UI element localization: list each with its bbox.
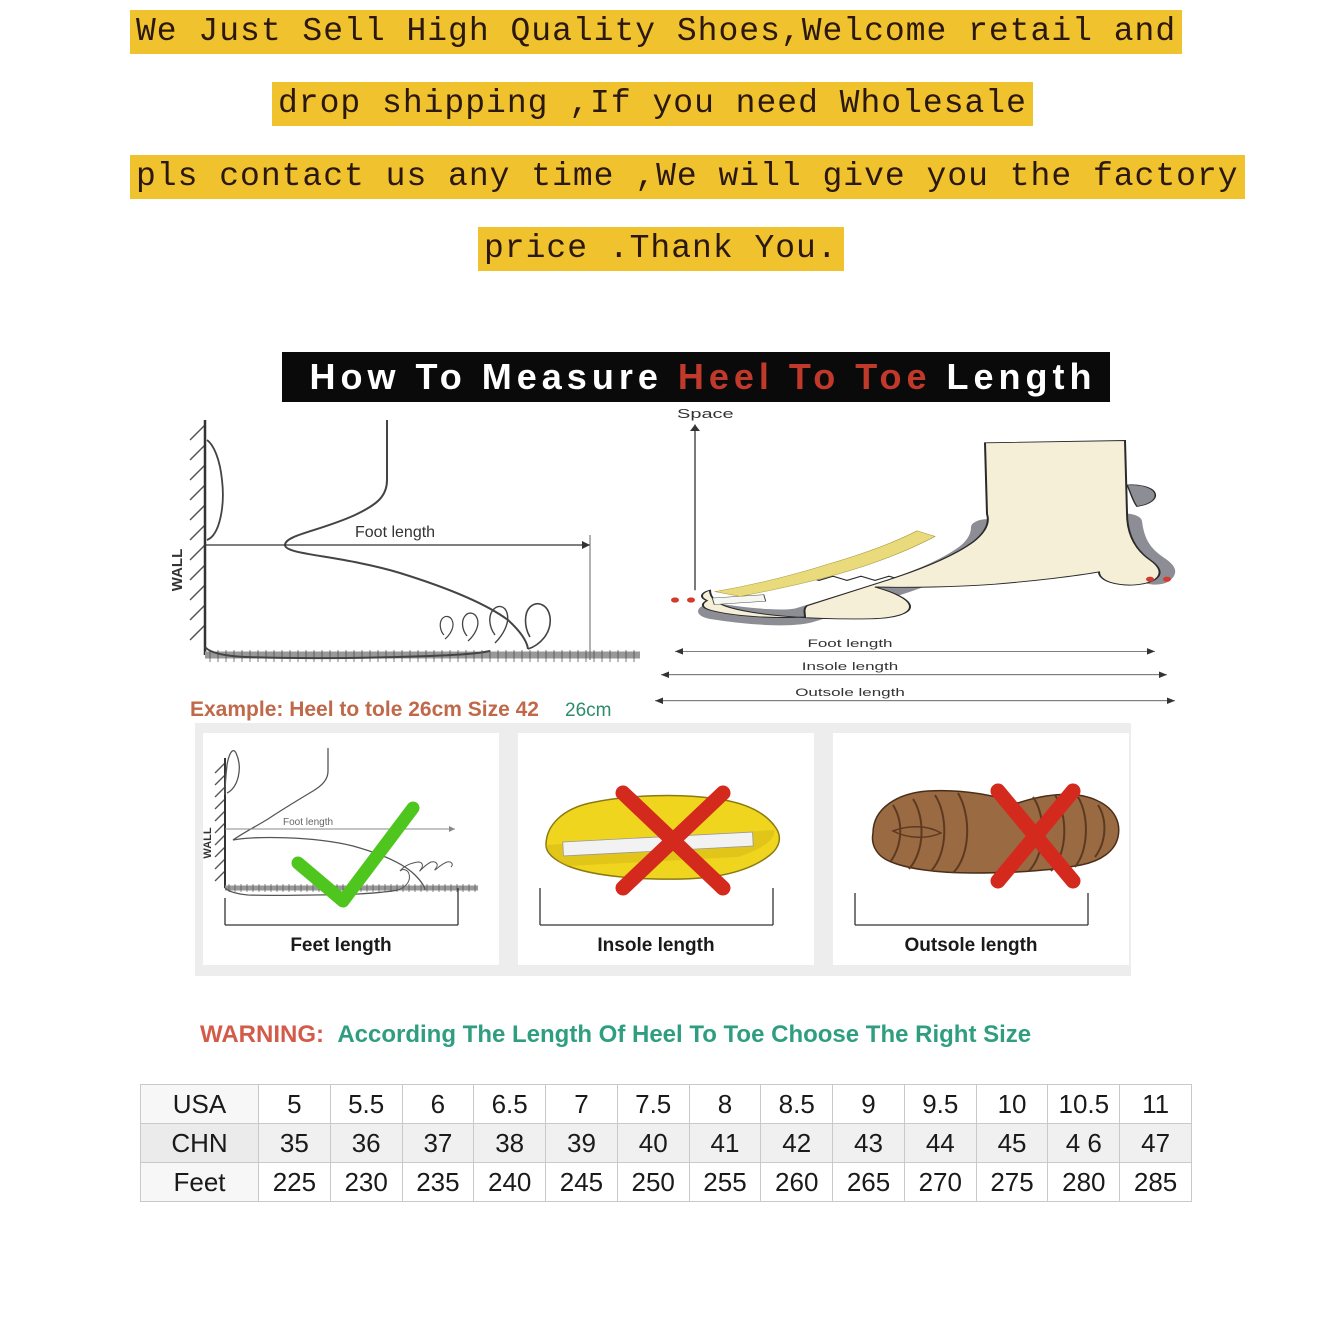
svg-text:Insole length: Insole length xyxy=(802,661,898,673)
svg-text:Foot length: Foot length xyxy=(283,817,333,828)
svg-text:Outsole length: Outsole length xyxy=(905,935,1038,956)
svg-text:Foot length: Foot length xyxy=(355,524,435,541)
svg-text:Foot length: Foot length xyxy=(807,638,892,650)
svg-text:WALL: WALL xyxy=(203,827,214,858)
svg-text:WALL: WALL xyxy=(169,549,186,592)
svg-text:Insole length: Insole length xyxy=(597,935,714,956)
svg-text:Space: Space xyxy=(677,406,734,421)
svg-text:Feet length: Feet length xyxy=(290,935,391,956)
svg-text:Outsole length: Outsole length xyxy=(795,687,905,699)
